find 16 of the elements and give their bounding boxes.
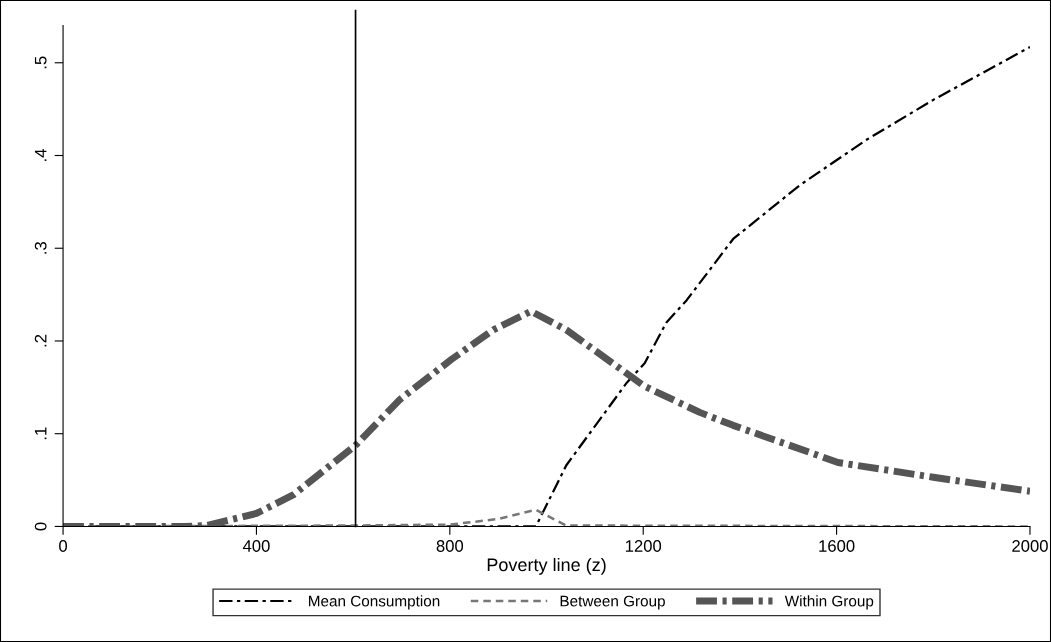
- legend-label: Within Group: [784, 595, 874, 610]
- legend-label: Between Group: [560, 595, 665, 610]
- y-tick-label: .5: [34, 56, 47, 69]
- legend-label: Mean Consumption: [309, 595, 440, 610]
- x-tick-label: 0: [59, 540, 68, 552]
- x-tick-label: 2000: [1012, 540, 1048, 552]
- y-tick-label: .2: [34, 334, 47, 347]
- x-tick-label: 1200: [625, 540, 662, 552]
- x-tick-label: 1600: [819, 540, 855, 552]
- y-tick-label: .4: [34, 149, 47, 161]
- x-axis-title: Poverty line (z): [487, 557, 606, 575]
- y-tick-label: .1: [34, 427, 47, 440]
- y-tick-label: .3: [34, 242, 47, 254]
- y-tick-label: 0: [34, 522, 47, 531]
- x-tick-label: 800: [436, 540, 464, 552]
- x-tick-label: 400: [242, 540, 270, 552]
